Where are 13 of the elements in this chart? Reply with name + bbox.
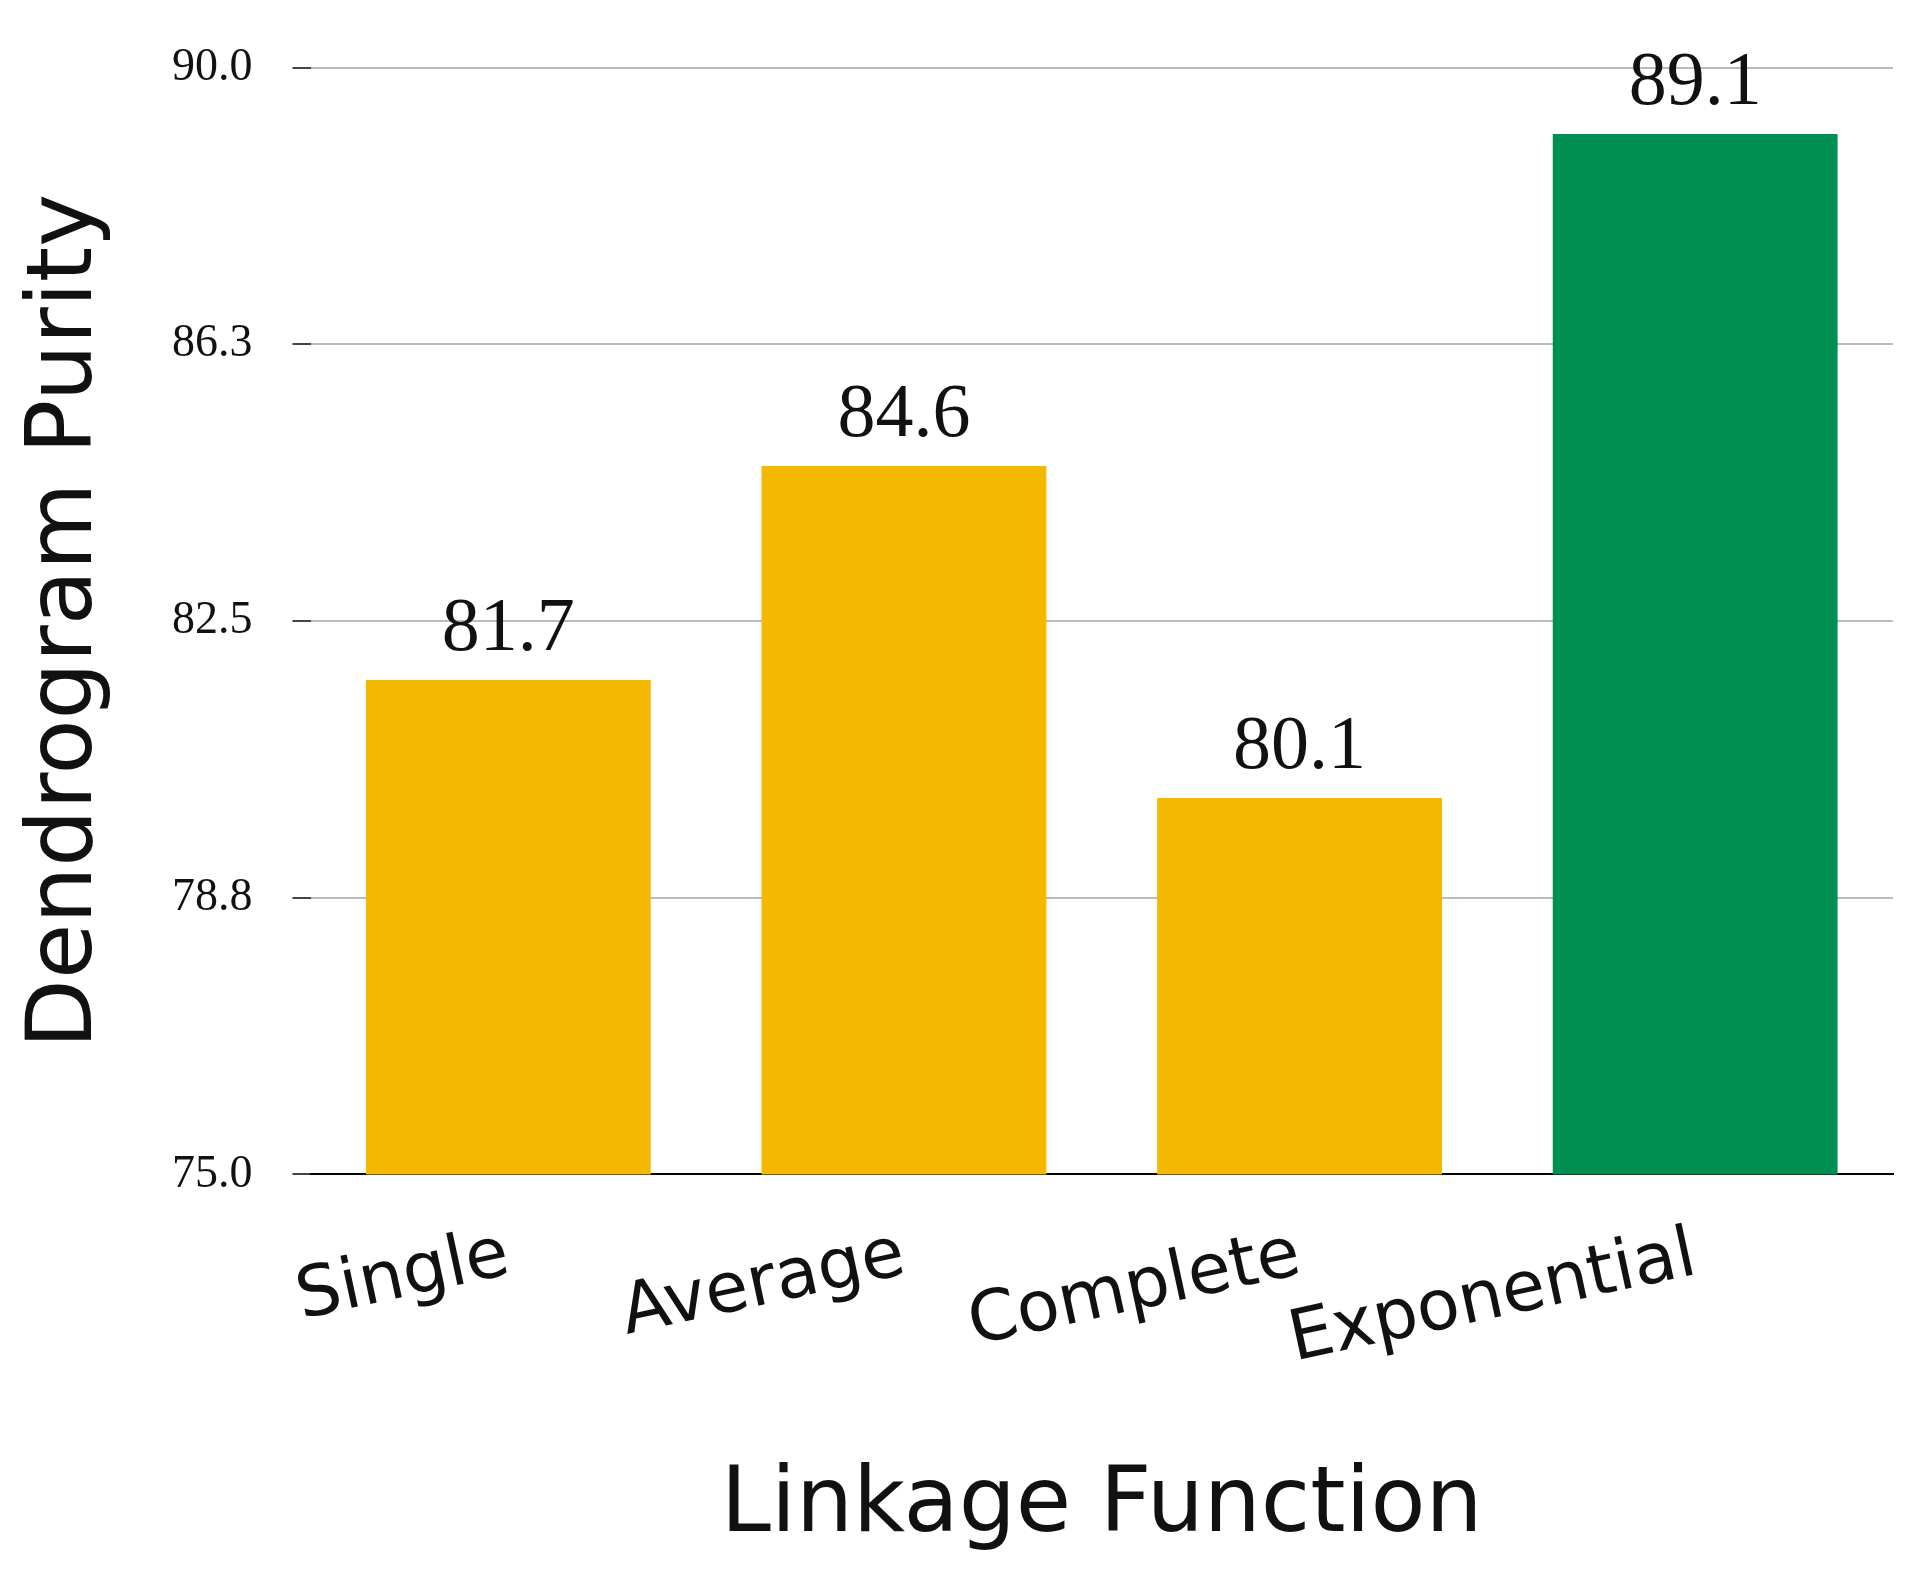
data-label: 84.6 <box>837 368 971 453</box>
y-tick-label: 75.0 <box>172 1145 253 1197</box>
y-tick-label: 90.0 <box>172 38 253 90</box>
data-label: 81.7 <box>441 582 575 667</box>
x-tick-label: Average <box>613 1209 912 1351</box>
x-axis-title: Linkage Function <box>720 1447 1483 1553</box>
y-tick-label: 86.3 <box>172 315 253 367</box>
x-tick-label: Single <box>288 1209 516 1336</box>
data-label: 89.1 <box>1628 35 1762 120</box>
data-label: 80.1 <box>1233 700 1367 785</box>
y-tick-label: 78.8 <box>172 868 253 920</box>
y-axis-title: Dendrogram Purity <box>7 193 113 1049</box>
y-tick-label: 82.5 <box>172 592 253 644</box>
